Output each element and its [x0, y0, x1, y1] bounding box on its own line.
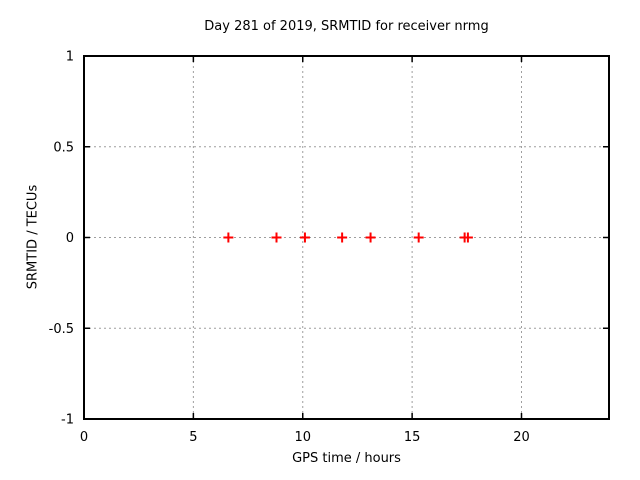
svg-text:-1: -1 — [61, 413, 74, 428]
y-tick-labels: -1 -0.5 0 0.5 1 — [49, 50, 74, 428]
svg-text:0: 0 — [66, 231, 74, 246]
x-axis-label: GPS time / hours — [292, 451, 401, 466]
svg-text:1: 1 — [66, 50, 74, 65]
svg-text:15: 15 — [404, 430, 421, 445]
x-tick-labels: 0 5 10 15 20 — [80, 430, 530, 445]
svg-text:0: 0 — [80, 430, 88, 445]
tick-marks — [83, 55, 609, 420]
svg-text:10: 10 — [294, 430, 311, 445]
y-axis-label: SRMTID / TECUs — [25, 184, 41, 290]
svg-text:0.5: 0.5 — [53, 140, 74, 155]
svg-text:5: 5 — [189, 430, 197, 445]
svg-text:20: 20 — [513, 430, 530, 445]
chart-title: Day 281 of 2019, SRMTID for receiver nrm… — [204, 19, 489, 34]
data-points — [223, 232, 473, 243]
svg-text:-0.5: -0.5 — [49, 322, 74, 337]
